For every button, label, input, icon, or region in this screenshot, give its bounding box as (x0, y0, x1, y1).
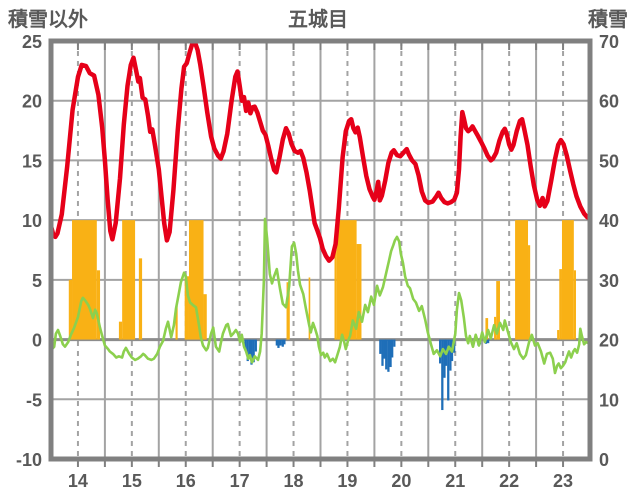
precipitation-bar (283, 339, 286, 345)
sunshine-bar (96, 270, 101, 340)
sunshine-bar (496, 281, 500, 340)
sunshine-bar (308, 277, 311, 340)
precipitation-bar (439, 339, 442, 364)
precipitation-bar (441, 339, 444, 411)
precipitation-bar (447, 339, 450, 401)
precipitation-bar (391, 339, 394, 358)
left-tick-label: -10 (16, 450, 42, 470)
precipitation-bar (277, 339, 280, 348)
precipitation-bar (389, 339, 392, 368)
precipitation-bar (281, 339, 284, 347)
left-tick-label: 25 (22, 32, 42, 52)
sunshine-bar (515, 220, 529, 340)
sunshine-bar (573, 270, 576, 340)
precipitation-bar (248, 339, 252, 357)
sunshine-bar (68, 279, 73, 340)
left-tick-label: 0 (32, 331, 42, 351)
left-tick-label: 5 (32, 271, 42, 291)
plot-frame (48, 38, 593, 462)
precipitation-bar (379, 339, 382, 354)
precipitation-bar (387, 339, 390, 372)
x-tick-label: 14 (68, 471, 88, 491)
sunshine-bar (188, 220, 204, 340)
sunshine-bar (559, 269, 562, 340)
precipitation-bar (250, 339, 253, 365)
sunshine-bar (122, 220, 136, 340)
right-tick-label: 50 (599, 151, 619, 171)
precipitation-bar (275, 339, 278, 346)
sunshine-bar (286, 282, 290, 340)
sunshine-bar (528, 245, 531, 340)
x-tick-label: 18 (284, 471, 304, 491)
left-axis-title: 積雪以外 (8, 7, 88, 31)
right-tick-label: 10 (599, 390, 619, 410)
precipitation-bar (385, 339, 388, 370)
precipitation-bar (486, 339, 490, 344)
sunshine-bar (356, 244, 362, 340)
x-tick-label: 20 (391, 471, 411, 491)
chart-title: 五城目 (288, 7, 348, 31)
precipitation-bar (393, 339, 396, 347)
sunshine-bar (203, 294, 207, 340)
left-tick-label: 10 (22, 211, 42, 231)
sunshine-bar (557, 330, 560, 340)
precipitation-bar (443, 339, 446, 378)
sunshine-bar (184, 276, 189, 340)
x-tick-label: 15 (122, 471, 142, 491)
sunshine-bar (334, 250, 337, 340)
precipitation-bar (279, 339, 282, 346)
precipitation-bar (383, 339, 386, 359)
left-tick-label: 20 (22, 92, 42, 112)
sunshine-bar (118, 321, 123, 340)
sunshine-bar (175, 306, 178, 340)
right-tick-label: 40 (599, 211, 619, 231)
left-tick-label: 15 (22, 151, 42, 171)
right-tick-label: 0 (599, 450, 609, 470)
precipitation-bar (254, 339, 257, 352)
x-tick-label: 16 (176, 471, 196, 491)
precipitation-bar (246, 339, 249, 362)
precipitation-bar (244, 339, 247, 351)
sunshine-bar (138, 258, 143, 340)
right-tick-label: 70 (599, 32, 619, 52)
right-axis-title: 積雪 (588, 8, 628, 31)
sunshine-bar (561, 220, 574, 340)
snow-depth-line (48, 39, 593, 263)
right-tick-label: 20 (599, 331, 619, 351)
x-tick-label: 22 (499, 471, 519, 491)
sunshine-bar (485, 318, 489, 340)
right-tick-label: 30 (599, 271, 619, 291)
x-tick-label: 21 (445, 471, 465, 491)
x-tick-label: 17 (230, 471, 250, 491)
temperature-line (49, 217, 592, 375)
x-tick-label: 23 (553, 471, 573, 491)
precipitation-bar (252, 339, 255, 363)
precipitation-bar (381, 339, 384, 366)
right-tick-label: 60 (599, 92, 619, 112)
left-tick-label: -5 (26, 390, 42, 410)
precipitation-bar (449, 339, 452, 371)
x-tick-label: 19 (337, 471, 357, 491)
sunshine-bar (336, 220, 357, 340)
